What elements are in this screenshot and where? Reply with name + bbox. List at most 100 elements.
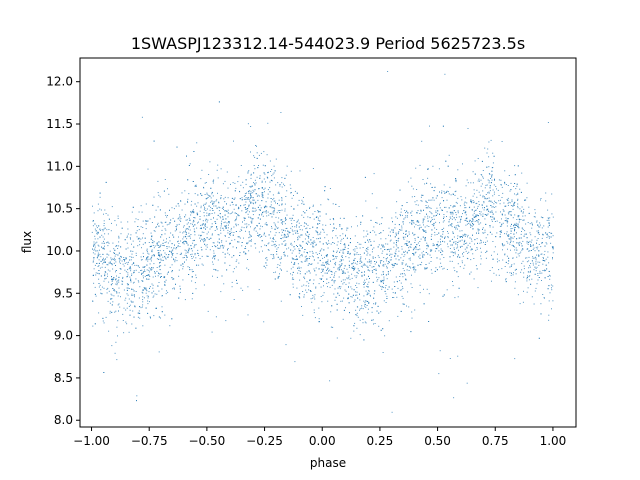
data-point (424, 268, 426, 270)
data-point (246, 208, 248, 210)
data-point (281, 197, 283, 198)
data-point (134, 221, 136, 223)
data-point (224, 235, 226, 236)
data-point (412, 221, 414, 223)
data-point (408, 249, 410, 251)
data-point (349, 253, 351, 255)
data-point (315, 267, 317, 269)
data-point (540, 246, 542, 248)
data-point (103, 247, 105, 249)
data-point (489, 211, 491, 213)
data-point (403, 232, 404, 234)
data-point (142, 280, 144, 282)
data-point (453, 210, 455, 212)
data-point (416, 244, 418, 246)
data-point (313, 240, 315, 242)
data-point (208, 238, 210, 240)
data-point (526, 242, 528, 244)
data-point (133, 294, 135, 296)
data-point (229, 243, 231, 245)
data-point (304, 256, 306, 258)
data-point (370, 295, 371, 297)
data-point (315, 274, 317, 276)
data-point (551, 213, 553, 215)
data-point (367, 286, 369, 288)
data-point (219, 247, 221, 249)
data-point (138, 266, 140, 268)
data-point (539, 261, 541, 263)
data-point (359, 254, 361, 255)
data-point (368, 261, 370, 263)
data-point (231, 286, 233, 288)
data-point (318, 253, 320, 254)
data-point (440, 248, 442, 250)
data-point (406, 251, 408, 253)
data-point (534, 273, 536, 275)
data-point (147, 220, 149, 222)
data-point (132, 250, 134, 252)
data-point (314, 317, 316, 319)
data-point (457, 212, 459, 214)
data-point (360, 257, 362, 259)
data-point (462, 234, 464, 236)
data-point (119, 268, 121, 269)
data-point (337, 292, 339, 294)
data-point (373, 303, 375, 305)
data-point (288, 232, 290, 234)
data-point (515, 194, 517, 196)
data-point (236, 213, 237, 214)
data-point (394, 286, 396, 287)
data-point (243, 195, 245, 197)
data-point (116, 291, 118, 293)
data-point (95, 242, 97, 244)
data-point (521, 227, 523, 229)
data-point (547, 288, 549, 290)
data-point (185, 219, 187, 221)
data-point (526, 261, 528, 263)
data-point (331, 274, 333, 275)
data-point (193, 219, 194, 221)
data-point (429, 199, 431, 201)
data-point (150, 269, 152, 271)
data-point (247, 259, 248, 260)
data-point (136, 400, 137, 402)
data-point (273, 255, 275, 257)
data-point (146, 295, 148, 297)
data-point (410, 212, 412, 214)
data-point (383, 283, 384, 284)
data-point (338, 264, 340, 266)
data-point (250, 186, 252, 188)
data-point (518, 227, 520, 229)
data-point (394, 236, 396, 238)
data-point (124, 269, 126, 271)
data-point (261, 193, 263, 195)
data-point (275, 216, 277, 218)
data-point (386, 298, 388, 299)
data-point (446, 269, 448, 270)
data-point (531, 227, 533, 229)
data-point (311, 301, 313, 303)
data-point (228, 221, 230, 223)
data-point (525, 257, 526, 259)
data-point (395, 233, 397, 235)
data-point (460, 236, 462, 238)
data-point (433, 244, 435, 246)
data-point (220, 246, 222, 248)
data-point (107, 241, 109, 243)
data-point (364, 283, 365, 285)
data-point (305, 234, 307, 236)
data-point (428, 226, 430, 227)
data-point (263, 151, 265, 153)
data-point (302, 291, 304, 292)
data-point (457, 246, 459, 248)
data-point (173, 208, 175, 210)
data-point (411, 210, 413, 212)
data-point (348, 302, 350, 304)
data-point (535, 246, 537, 248)
data-point (258, 214, 260, 216)
data-point (266, 206, 268, 208)
data-point (150, 232, 152, 234)
data-point (542, 257, 544, 258)
data-point (464, 207, 466, 209)
data-point (235, 204, 237, 206)
